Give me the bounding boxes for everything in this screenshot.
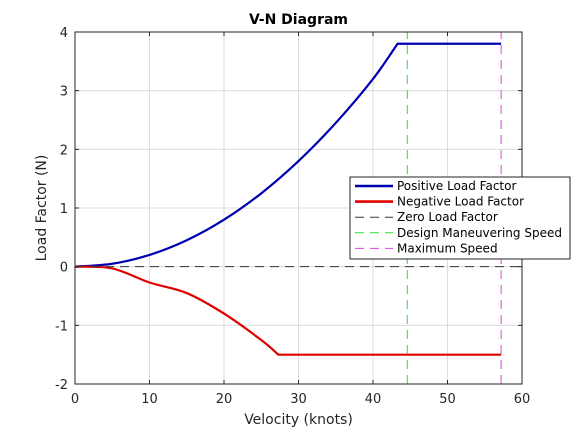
x-tick-label: 0	[71, 392, 79, 407]
y-tick-label: 4	[60, 26, 68, 41]
legend-label-negative-load-factor: Negative Load Factor	[397, 195, 524, 209]
chart-title: V-N Diagram	[249, 12, 348, 28]
x-tick-label: 20	[216, 392, 233, 407]
legend-label-positive-load-factor: Positive Load Factor	[397, 179, 516, 193]
legend-label-design-maneuvering-speed: Design Maneuvering Speed	[397, 226, 562, 240]
series-line-positive-load-factor	[74, 42, 502, 268]
y-tick-label: 1	[60, 202, 68, 217]
y-tick-label: -2	[55, 378, 68, 393]
x-tick-label: 60	[514, 392, 531, 407]
legend: Positive Load Factor Negative Load Factor…	[349, 176, 571, 260]
x-tick-label: 40	[365, 392, 382, 407]
y-tick-label: 0	[60, 261, 68, 276]
x-tick-label: 10	[141, 392, 158, 407]
y-tick-label: 3	[60, 85, 68, 100]
series-group	[74, 32, 522, 384]
legend-label-maximum-speed: Maximum Speed	[397, 241, 498, 255]
tick-group: 0 10 20 30 40 50 60 -2 -1 0 1 2 3 4	[55, 26, 530, 407]
x-axis-title: Velocity (knots)	[244, 412, 353, 428]
x-tick-label: 30	[290, 392, 307, 407]
legend-label-zero-load-factor: Zero Load Factor	[397, 210, 498, 224]
y-axis-title: Load Factor (N)	[34, 155, 50, 262]
y-tick-label: -1	[55, 319, 68, 334]
x-tick-label: 50	[439, 392, 456, 407]
legend-box	[349, 176, 571, 260]
y-tick-label: 2	[60, 143, 68, 158]
series-line-negative-load-factor	[74, 265, 502, 356]
